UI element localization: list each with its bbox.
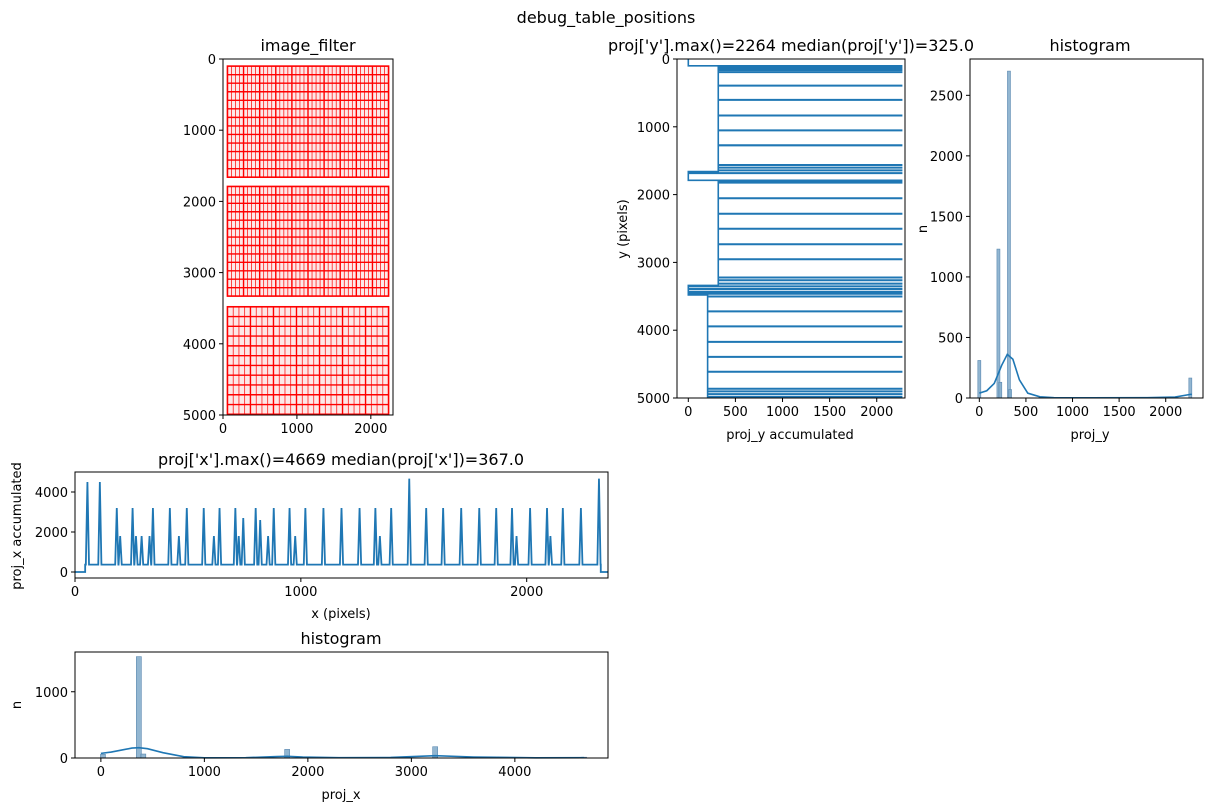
y-tick-label: 4000 — [183, 338, 216, 353]
y-tick-label: 4000 — [637, 324, 670, 339]
y-tick-label: 2500 — [930, 89, 963, 104]
x-tick-label: 1000 — [766, 405, 799, 420]
x-tick-label: 1000 — [280, 422, 313, 437]
y-tick-label: 0 — [60, 566, 68, 581]
x-tick-label: 1500 — [1103, 405, 1136, 420]
y-tick-label: 0 — [955, 392, 963, 407]
histogram-bar — [998, 381, 1003, 399]
x-tick-label: 0 — [97, 765, 105, 780]
y-tick-label: 2000 — [183, 195, 216, 210]
y-tick-label: 3000 — [637, 256, 670, 271]
x-tick-label: 2000 — [1149, 405, 1182, 420]
image-filter-title: image_filter — [260, 36, 355, 56]
histogram-bar — [136, 656, 142, 759]
hist-y-panel: histogram proj_y n 0 500 1000 1500 2000 0 500 1… — [916, 36, 1204, 443]
proj-y-ylabel: y (pixels) — [616, 199, 631, 259]
kde-curve — [100, 746, 585, 759]
y-tick-label: 0 — [208, 53, 216, 68]
y-tick-label: 5000 — [183, 409, 216, 424]
x-tick-label: 500 — [723, 405, 748, 420]
y-tick-label: 3000 — [183, 267, 216, 282]
y-tick-label: 500 — [938, 331, 963, 346]
x-tick-label: 500 — [1014, 405, 1039, 420]
y-tick-label: 1500 — [930, 210, 963, 225]
proj-x-ylabel: proj_x accumulated — [10, 462, 25, 590]
axes-frame — [74, 471, 609, 579]
kde-curve — [979, 353, 1192, 399]
x-tick-label: 1000 — [284, 585, 317, 600]
histogram-bar — [1007, 70, 1011, 399]
x-tick-label: 3000 — [395, 765, 428, 780]
axes-frame — [969, 58, 1204, 399]
axes-frame — [676, 58, 906, 399]
proj-x-title: proj['x'].max()=4669 median(proj['x'])=3… — [158, 450, 524, 469]
x-tick-label: 2000 — [291, 765, 324, 780]
table-region — [226, 305, 390, 416]
proj-x-panel: proj['x'].max()=4669 median(proj['x'])=3… — [10, 450, 609, 622]
y-tick-label: 5000 — [637, 392, 670, 407]
table-region — [226, 185, 390, 297]
x-tick-label: 1500 — [813, 405, 846, 420]
hist-y-ylabel: n — [916, 225, 931, 233]
hist-x-panel: histogram proj_x n 0 1000 2000 3000 4000 0 100… — [10, 629, 609, 803]
axes-frame — [74, 651, 609, 759]
table-region — [226, 65, 390, 178]
x-tick-label: 2000 — [860, 405, 893, 420]
y-tick-label: 0 — [60, 752, 68, 767]
y-tick-label: 2000 — [930, 150, 963, 165]
y-tick-label: 2000 — [35, 526, 68, 541]
hist-y-title: histogram — [1049, 36, 1130, 55]
y-tick-label: 1000 — [930, 271, 963, 286]
histogram-bar — [1008, 389, 1012, 399]
x-tick-label: 0 — [71, 585, 79, 600]
x-tick-label: 0 — [975, 405, 983, 420]
hist-x-ylabel: n — [10, 701, 25, 709]
y-tick-label: 0 — [662, 53, 670, 68]
x-tick-label: 2000 — [510, 585, 543, 600]
x-tick-label: 1000 — [188, 765, 221, 780]
x-tick-label: 0 — [219, 422, 227, 437]
x-tick-label: 1000 — [1056, 405, 1089, 420]
proj-y-title: proj['y'].max()=2264 median(proj['y'])=3… — [608, 36, 974, 55]
proj-x-xlabel: x (pixels) — [311, 607, 371, 622]
proj-y-xlabel: proj_y accumulated — [726, 428, 854, 443]
x-tick-label: 4000 — [498, 765, 531, 780]
histogram-bar — [140, 753, 147, 759]
figure-suptitle: debug_table_positions — [517, 8, 696, 28]
proj-x-series-line — [75, 478, 608, 573]
hist-x-xlabel: proj_x — [321, 788, 360, 803]
hist-x-title: histogram — [300, 629, 381, 648]
y-tick-label: 1000 — [637, 121, 670, 136]
proj-y-series-line — [687, 59, 903, 398]
y-tick-label: 1000 — [35, 686, 68, 701]
axes-frame — [222, 58, 394, 416]
x-tick-label: 2000 — [354, 422, 387, 437]
image-filter-panel: image_filter 0 1000 2000 0 1000 2000 3000 4000 5… — [183, 36, 394, 437]
histogram-bar — [100, 754, 106, 759]
proj-y-panel: proj['y'].max()=2264 median(proj['y'])=3… — [608, 36, 974, 443]
y-tick-label: 4000 — [35, 486, 68, 501]
x-tick-label: 0 — [684, 405, 692, 420]
y-tick-label: 2000 — [637, 189, 670, 204]
y-tick-label: 1000 — [183, 124, 216, 139]
hist-y-xlabel: proj_y — [1070, 428, 1109, 443]
